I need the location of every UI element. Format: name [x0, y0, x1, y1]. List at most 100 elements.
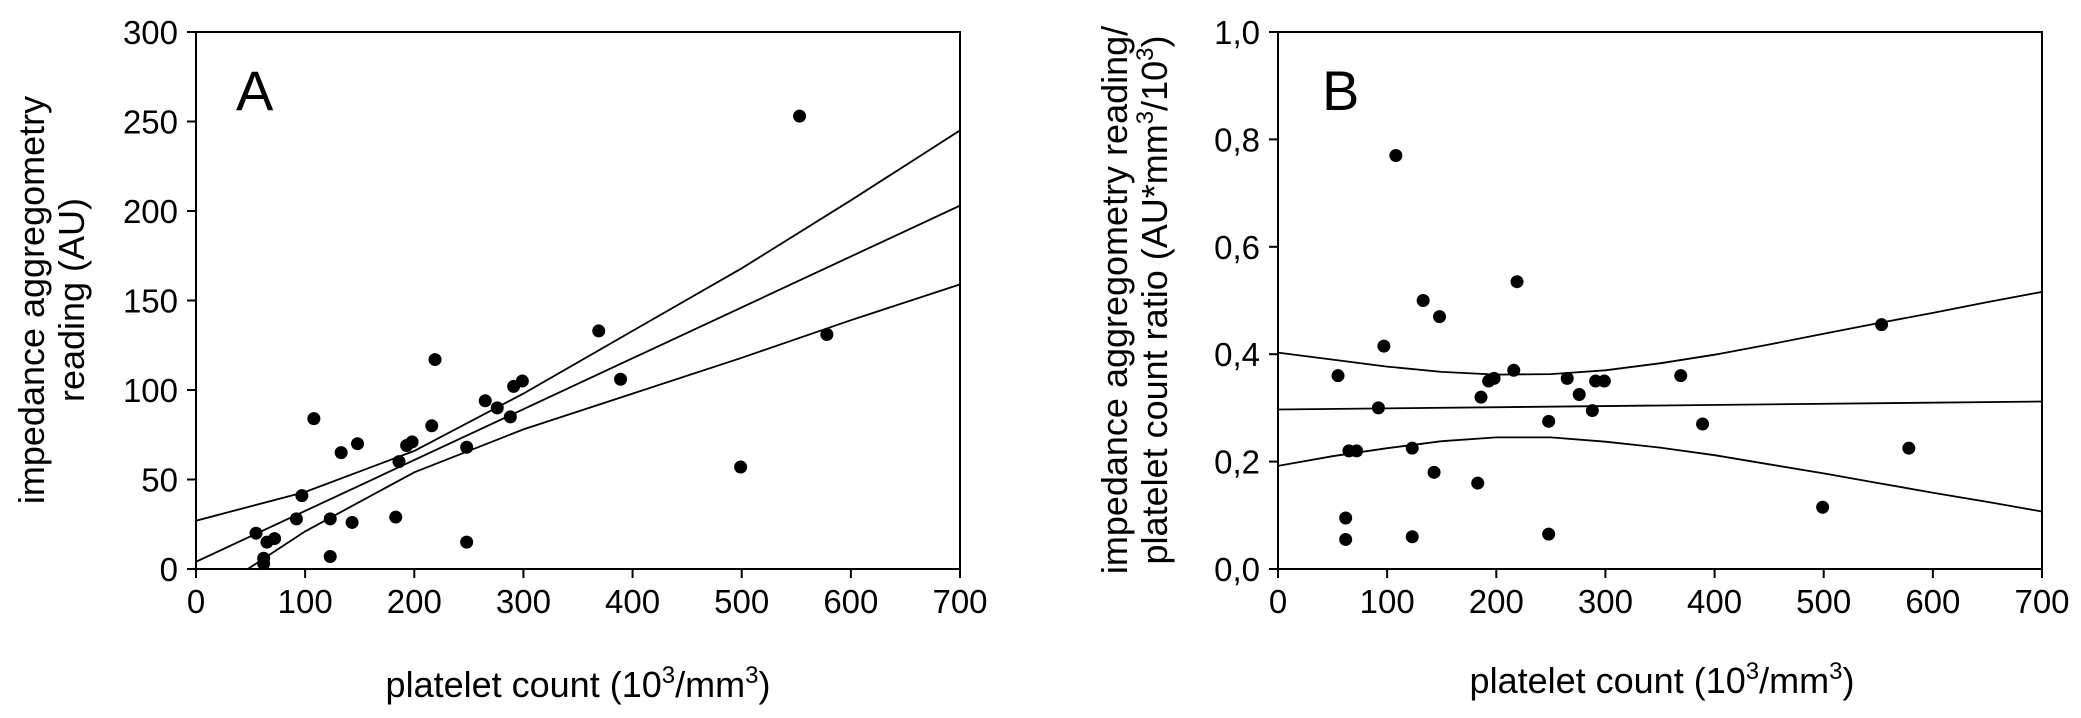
y-axis-label-b: impedance aggregometry reading/ platelet… [1094, 26, 1175, 574]
y-tick-label-b: 1,0 [1214, 14, 1260, 51]
data-point-b [1507, 363, 1521, 377]
data-point-b [1510, 275, 1524, 289]
data-point-b [1572, 387, 1586, 401]
data-point-b [1487, 371, 1501, 385]
data-point-b [1542, 527, 1556, 541]
y-axis-label-b-line1: impedance aggregometry reading/ [1094, 26, 1135, 574]
y-tick-label-b: 0,8 [1214, 121, 1260, 158]
axis-ticks-a: 0 100 200 300 400 500 600 700 0 50 100 150 200 250 300 [123, 14, 988, 620]
data-point-a [428, 353, 442, 367]
x-tick-label-b: 500 [1796, 583, 1851, 620]
data-point-b [1542, 414, 1556, 428]
data-point-b [1377, 339, 1391, 353]
confidence-upper-a [196, 129, 960, 522]
data-point-a [592, 324, 606, 338]
data-point-a [389, 510, 403, 524]
data-point-a [734, 460, 748, 474]
regression-lines-a [196, 129, 960, 569]
data-point-a [249, 526, 263, 540]
plot-frame-b [1277, 31, 2043, 570]
data-point-b [1433, 310, 1447, 324]
x-axis-label-b: platelet count (103/mm3) [1470, 658, 1855, 701]
panel-label-b: B [1322, 59, 1359, 122]
confidence-lower-b [1278, 436, 2042, 513]
y-tick-label-a: 200 [123, 193, 178, 230]
data-point-b [1585, 404, 1599, 418]
panel-b: 0 100 200 300 400 500 600 700 0,0 0,2 0,4 0,6 0,8 1,0… [1094, 14, 2070, 701]
y-tick-label-a: 300 [123, 14, 178, 51]
data-point-a [323, 549, 337, 563]
x-tick-label-b: 400 [1687, 583, 1742, 620]
y-tick-label-a: 150 [123, 283, 178, 320]
x-tick-label-b: 700 [2014, 583, 2069, 620]
data-point-a [460, 535, 474, 549]
data-point-b [1350, 444, 1364, 458]
data-point-a [268, 532, 282, 546]
data-points-a [249, 109, 834, 571]
data-point-b [1416, 294, 1430, 307]
confidence-lower-a [246, 283, 960, 569]
x-tick-label-b: 0 [1269, 583, 1287, 620]
data-point-b [1474, 390, 1488, 404]
data-point-b [1597, 374, 1611, 388]
data-point-a [295, 489, 309, 503]
regression-lines-b [1278, 291, 2042, 513]
data-point-a [515, 374, 529, 388]
x-tick-label-b: 200 [1469, 583, 1524, 620]
axis-ticks-b: 0 100 200 300 400 500 600 700 0,0 0,2 0,4 0,6 0,8 1,0 [1214, 14, 2069, 620]
x-tick-label-a: 400 [605, 583, 660, 620]
y-tick-label-a: 50 [141, 462, 178, 499]
data-point-a [820, 328, 834, 342]
data-point-b [1875, 318, 1889, 332]
data-point-b [1816, 500, 1830, 514]
data-point-b [1405, 441, 1419, 455]
data-point-b [1371, 401, 1385, 415]
y-tick-label-b: 0,0 [1214, 551, 1260, 588]
data-point-b [1902, 441, 1916, 455]
data-point-b [1339, 532, 1353, 546]
data-point-a [614, 372, 628, 386]
confidence-upper-b [1278, 291, 2042, 376]
data-point-b [1331, 369, 1345, 383]
x-tick-label-a: 700 [932, 583, 987, 620]
y-tick-label-b: 0,2 [1214, 444, 1260, 481]
data-point-a [334, 446, 348, 460]
x-tick-label-a: 500 [714, 583, 769, 620]
data-point-a [392, 455, 406, 469]
x-tick-label-a: 300 [496, 583, 551, 620]
data-point-a [345, 515, 359, 529]
regression-line-b [1278, 400, 2042, 411]
y-axis-label-a-line1: impedance aggregometry [11, 96, 52, 504]
x-tick-label-b: 100 [1360, 583, 1415, 620]
y-axis-label-b-line2: platelet count ratio (AU*mm3/103) [1132, 36, 1175, 565]
data-point-a [307, 412, 321, 426]
x-tick-label-a: 0 [187, 583, 205, 620]
data-points-b [1331, 149, 1916, 546]
regression-line-a [196, 204, 960, 563]
data-point-a [257, 557, 271, 571]
y-axis-label-a-line2: reading (AU) [51, 198, 92, 402]
x-tick-label-a: 200 [387, 583, 442, 620]
y-axis-label-a: impedance aggregometry reading (AU) [11, 96, 92, 504]
data-point-a [460, 440, 474, 454]
data-point-b [1427, 465, 1441, 479]
data-point-a [289, 512, 303, 526]
data-point-b [1471, 476, 1485, 490]
data-point-a [351, 437, 365, 451]
x-tick-label-a: 100 [278, 583, 333, 620]
y-tick-label-a: 100 [123, 372, 178, 409]
data-point-b [1674, 369, 1688, 383]
data-point-a [425, 419, 439, 433]
x-axis-label-a: platelet count (103/mm3) [386, 662, 771, 705]
x-tick-label-b: 600 [1905, 583, 1960, 620]
data-point-a [793, 109, 807, 123]
data-point-b [1339, 511, 1353, 525]
data-point-a [490, 401, 504, 415]
y-tick-label-a: 0 [160, 551, 178, 588]
y-tick-label-b: 0,6 [1214, 229, 1260, 266]
x-tick-label-b: 300 [1578, 583, 1633, 620]
data-point-a [503, 410, 517, 424]
data-point-a [323, 512, 337, 526]
y-tick-label-a: 250 [123, 104, 178, 141]
